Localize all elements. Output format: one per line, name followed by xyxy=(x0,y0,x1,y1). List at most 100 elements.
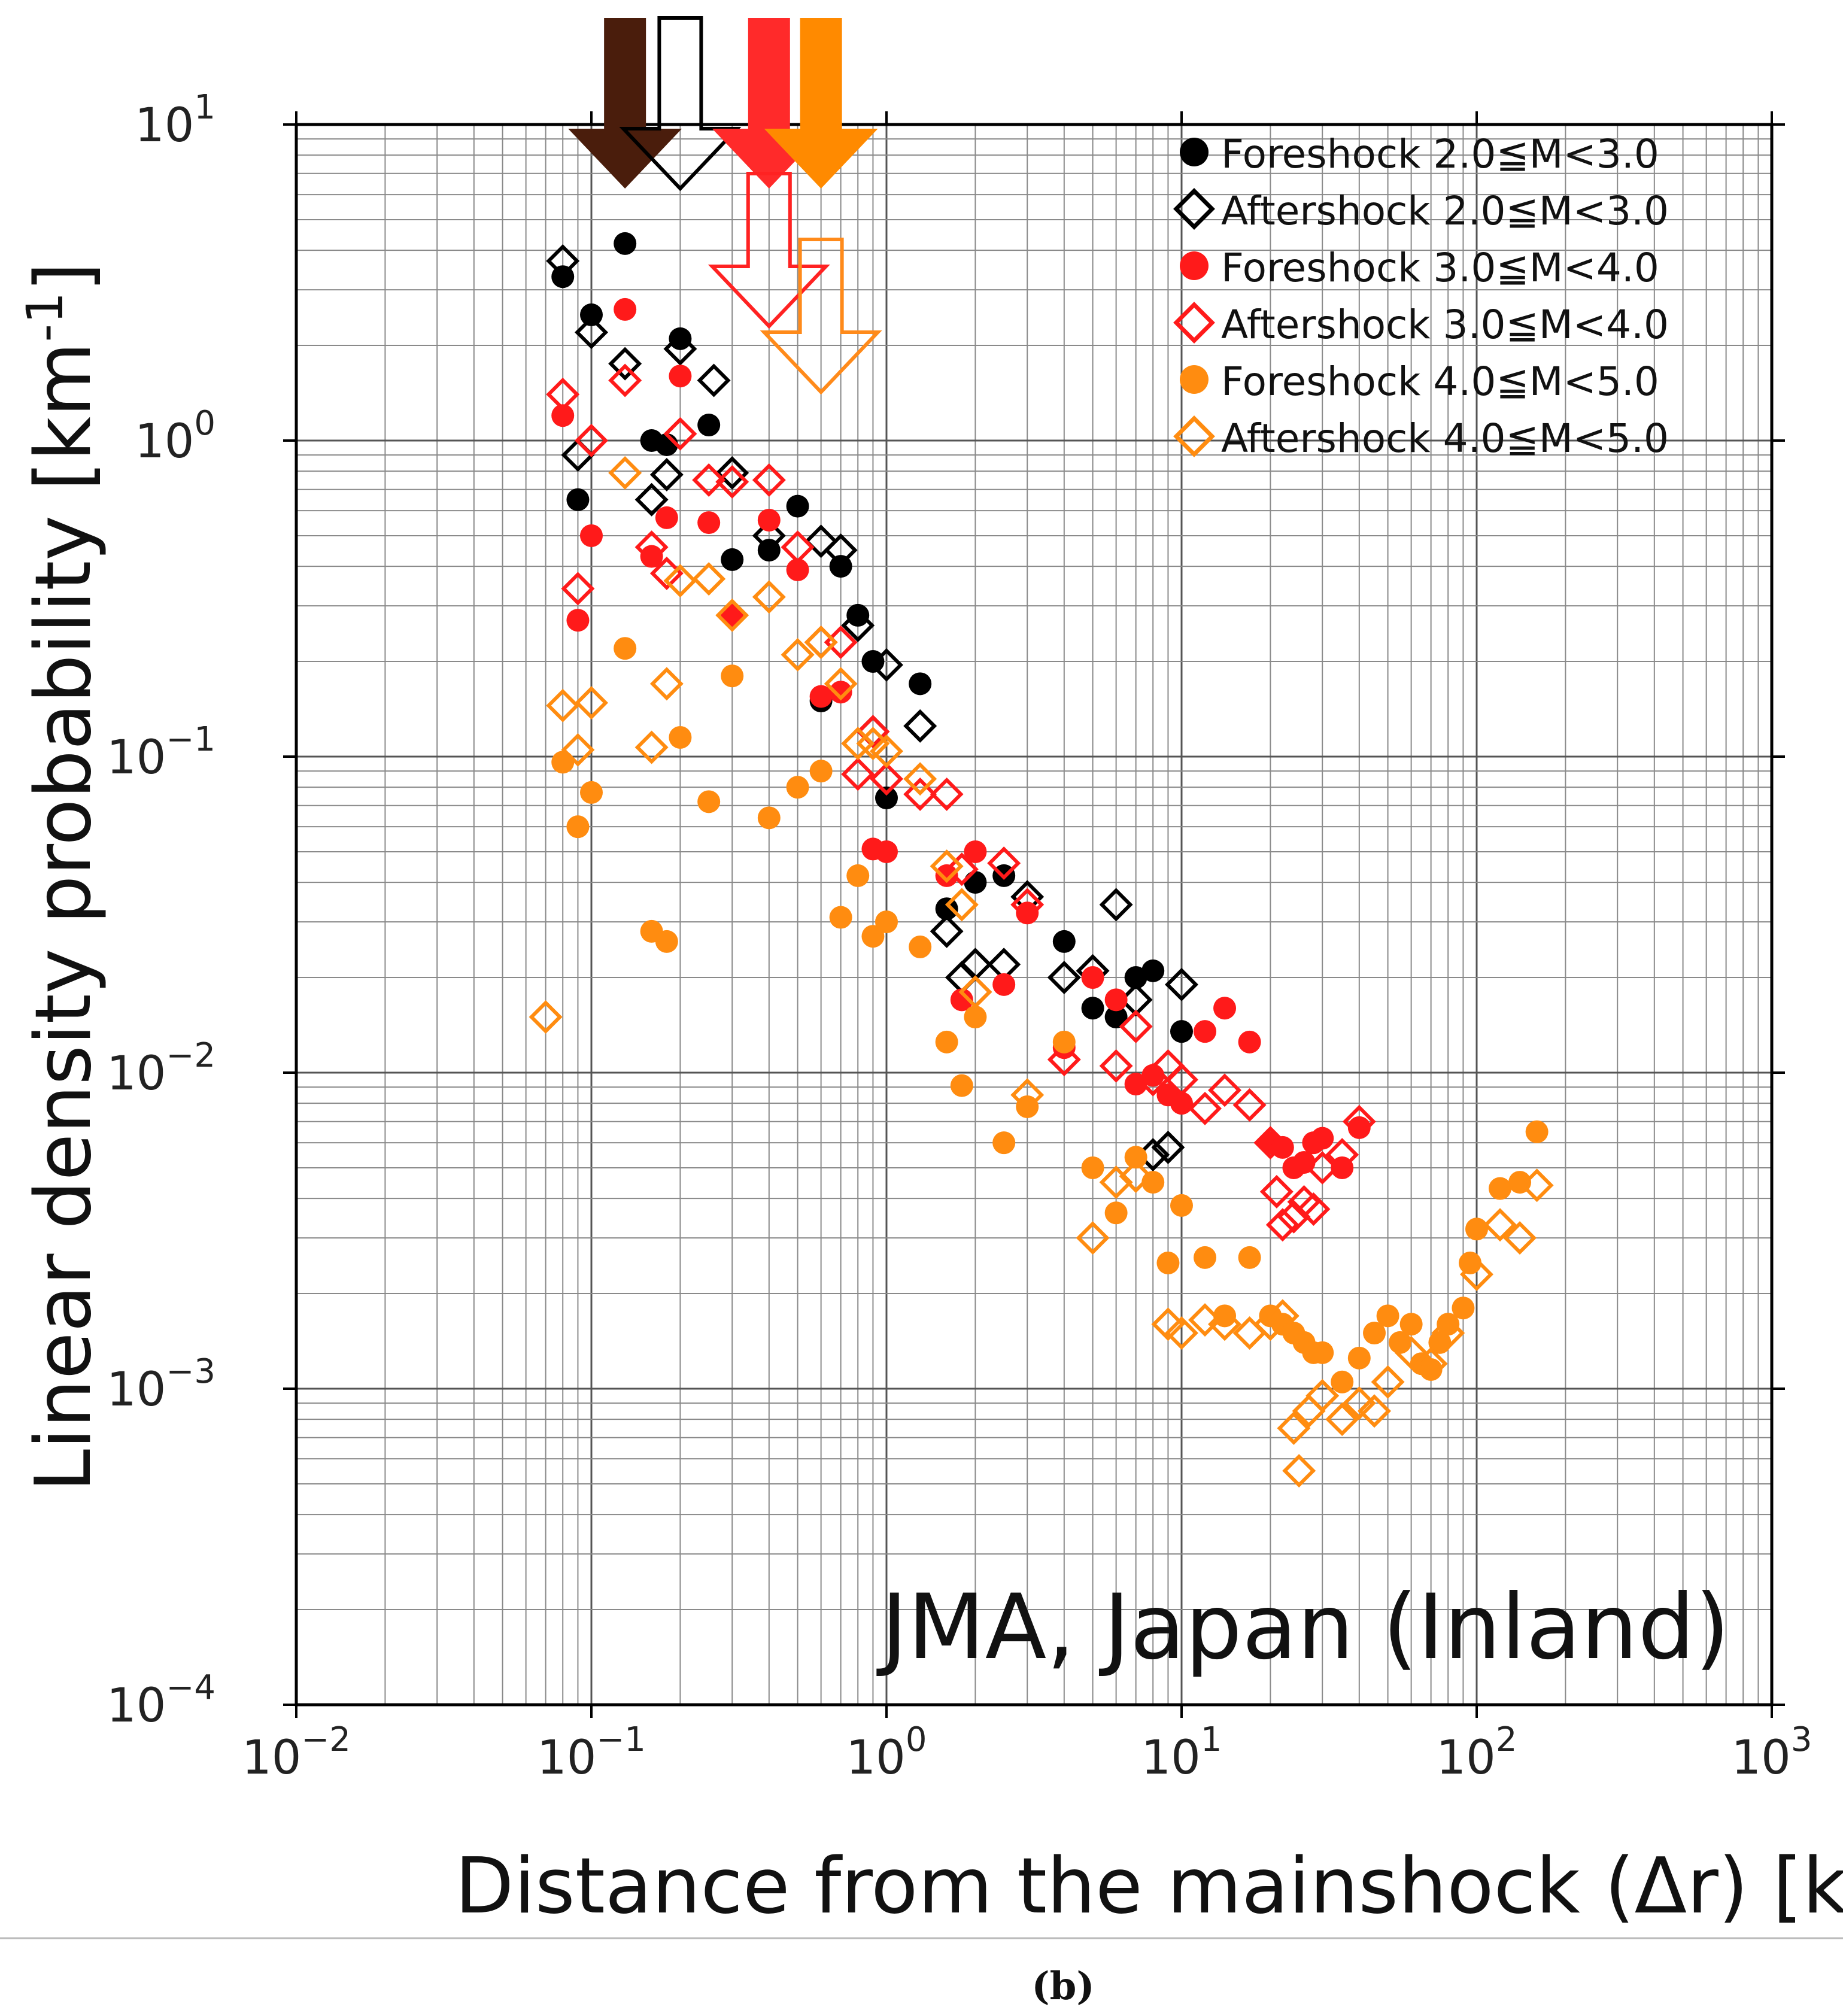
arrow xyxy=(708,172,830,329)
data-point xyxy=(669,365,692,388)
data-point xyxy=(663,564,697,598)
x-tick-label: 103 xyxy=(1732,1720,1812,1785)
data-point xyxy=(655,506,678,529)
data-point xyxy=(875,910,898,934)
data-point xyxy=(546,688,580,722)
data-point xyxy=(1265,1208,1299,1242)
y-tick-label: 10−2 xyxy=(107,1036,215,1101)
legend-item: Aftershock 2.0≦M<3.0 xyxy=(1173,188,1669,234)
data-point xyxy=(614,637,637,660)
data-point xyxy=(721,548,744,571)
data-point xyxy=(786,776,809,799)
data-point xyxy=(903,777,937,811)
data-point xyxy=(841,757,875,791)
data-point xyxy=(697,363,731,397)
data-point xyxy=(575,315,608,350)
data-point xyxy=(1099,1165,1133,1200)
legend: Foreshock 2.0≦M<3.0 Aftershock 2.0≦M<3.0 F… xyxy=(1173,131,1669,462)
data-point xyxy=(614,297,637,321)
data-point xyxy=(1238,1030,1261,1053)
legend-marker xyxy=(1180,251,1209,280)
data-point xyxy=(692,463,726,497)
data-point xyxy=(1194,1246,1217,1269)
data-point xyxy=(1194,1020,1217,1043)
data-point xyxy=(575,424,608,457)
arrow xyxy=(760,238,882,395)
legend-item: Aftershock 4.0≦M<5.0 xyxy=(1173,415,1669,462)
data-point xyxy=(909,935,932,958)
data-point xyxy=(903,709,937,743)
data-point xyxy=(1465,1218,1488,1241)
x-tick-label: 10−2 xyxy=(242,1720,351,1785)
data-point xyxy=(715,465,749,499)
data-point xyxy=(669,327,692,350)
data-point xyxy=(1253,1126,1288,1160)
data-point xyxy=(1363,1322,1386,1345)
legend-marker xyxy=(1173,302,1215,344)
x-tick-label: 100 xyxy=(846,1720,927,1785)
data-point xyxy=(786,558,809,581)
data-point xyxy=(1119,1009,1153,1043)
legend-label: Aftershock 4.0≦M<5.0 xyxy=(1221,415,1669,462)
data-point xyxy=(1431,1316,1465,1350)
data-point xyxy=(781,637,815,672)
data-point xyxy=(634,530,669,564)
data-point xyxy=(930,914,964,948)
data-point xyxy=(829,906,852,929)
data-point xyxy=(566,609,590,632)
arrow xyxy=(619,16,742,192)
data-point xyxy=(1010,1078,1045,1112)
data-point xyxy=(757,508,781,532)
x-tick-label: 10−1 xyxy=(537,1720,646,1785)
data-point xyxy=(935,864,958,887)
data-point xyxy=(752,580,786,614)
data-point xyxy=(1311,1341,1334,1364)
legend-item: Foreshock 4.0≦M<5.0 xyxy=(1180,359,1659,405)
data-point xyxy=(987,846,1021,881)
x-tick-label: 102 xyxy=(1437,1720,1517,1785)
data-point xyxy=(846,864,870,887)
data-point xyxy=(1165,1062,1198,1097)
data-point xyxy=(1311,1127,1334,1150)
data-point xyxy=(721,603,744,627)
data-point xyxy=(566,815,590,839)
data-point xyxy=(1399,1313,1423,1336)
data-point xyxy=(649,457,684,491)
data-point xyxy=(580,524,603,547)
arrow xyxy=(764,18,878,189)
data-point xyxy=(1047,961,1081,995)
series xyxy=(546,363,1376,1242)
data-point xyxy=(752,518,786,552)
data-point xyxy=(1282,1454,1316,1488)
data-point xyxy=(529,1000,563,1034)
data-point xyxy=(1305,1150,1340,1185)
data-point xyxy=(546,244,580,278)
data-point xyxy=(861,650,885,673)
data-point xyxy=(909,672,932,696)
data-point xyxy=(841,727,875,761)
y-tick-label: 10−4 xyxy=(107,1668,215,1733)
data-point xyxy=(1331,1370,1354,1393)
data-point xyxy=(781,530,815,564)
y-axis-title-main: Linear density probability [km xyxy=(19,342,108,1492)
legend-marker xyxy=(1180,365,1209,394)
data-point xyxy=(655,930,678,953)
data-point xyxy=(1297,1192,1331,1226)
legend-label: Foreshock 4.0≦M<5.0 xyxy=(1221,359,1659,405)
data-point xyxy=(903,762,937,796)
y-tick-label: 101 xyxy=(135,88,215,153)
data-point xyxy=(1342,1386,1376,1420)
data-point xyxy=(663,417,697,451)
data-point xyxy=(829,681,852,704)
data-point xyxy=(1081,966,1104,989)
data-point xyxy=(1376,1304,1399,1328)
data-point xyxy=(786,494,809,518)
data-point xyxy=(1358,1394,1392,1428)
data-point xyxy=(1156,1251,1180,1274)
y-tick-label: 100 xyxy=(135,404,215,469)
data-point xyxy=(1081,997,1104,1020)
data-point xyxy=(1124,966,1147,989)
data-point xyxy=(1170,1194,1193,1217)
data-point xyxy=(935,1030,958,1053)
